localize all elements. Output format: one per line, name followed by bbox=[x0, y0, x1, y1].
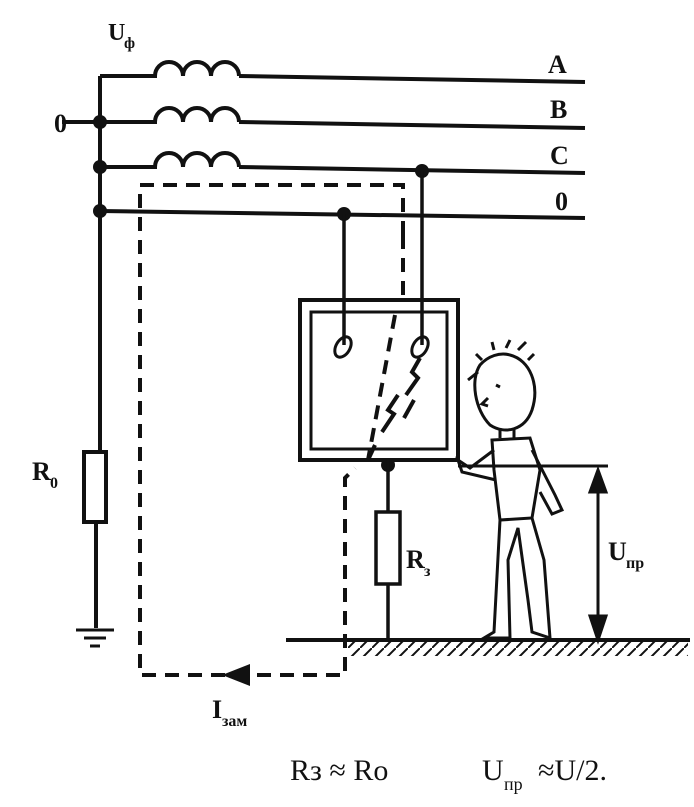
label-line-c: C bbox=[550, 141, 569, 170]
person-hair bbox=[467, 339, 536, 382]
label-neutral-left: 0 bbox=[54, 109, 67, 138]
protective-earth bbox=[374, 460, 402, 640]
terminals bbox=[333, 335, 430, 359]
line-c bbox=[238, 165, 586, 175]
line-b bbox=[238, 120, 586, 130]
label-phase-voltage: U bbox=[108, 20, 125, 46]
winding-b bbox=[100, 106, 241, 124]
person-arm-right bbox=[530, 449, 565, 516]
formula-part2-tail: ≈U/2. bbox=[538, 754, 607, 787]
resistor-r0 bbox=[82, 450, 108, 524]
label-r-ground-sub: з bbox=[424, 563, 431, 580]
person-legs bbox=[478, 517, 552, 641]
label-phase-voltage-sub: ф bbox=[124, 35, 135, 52]
formula-part2-main: U bbox=[482, 754, 504, 787]
diagram-labels: U ф 0 A B C 0 R 0 R з U пр I зам bbox=[32, 20, 644, 730]
formula: Rз ≈ Ro U пр ≈U/2. bbox=[290, 754, 607, 794]
fault-current-path bbox=[138, 183, 405, 677]
touch-voltage-indicator bbox=[458, 464, 609, 645]
supply-lines bbox=[99, 74, 586, 220]
label-fault-current: I bbox=[212, 695, 222, 724]
person-arm-left bbox=[455, 448, 497, 482]
resistor-rz bbox=[374, 510, 402, 586]
label-r-zero: R bbox=[32, 457, 51, 486]
transformer-windings bbox=[100, 60, 241, 169]
label-line-a: A bbox=[548, 50, 567, 79]
winding-c bbox=[100, 151, 241, 169]
formula-part2-sub: пр bbox=[504, 774, 523, 794]
person-figure bbox=[455, 339, 565, 641]
label-r-ground: R bbox=[406, 545, 425, 574]
label-line-zero: 0 bbox=[555, 187, 568, 216]
formula-part1: Rз ≈ Ro bbox=[290, 754, 388, 787]
equipment-enclosure bbox=[298, 298, 460, 462]
neutral-bus bbox=[62, 76, 108, 628]
label-r-zero-sub: 0 bbox=[50, 475, 58, 492]
ground-symbol bbox=[76, 628, 114, 648]
ground-surface bbox=[286, 638, 690, 656]
person-neck bbox=[498, 428, 516, 438]
equipment-feeds bbox=[342, 171, 424, 345]
person-head bbox=[473, 352, 537, 432]
label-fault-current-sub: зам bbox=[222, 713, 247, 730]
fault-current-arrow bbox=[222, 664, 250, 686]
line-a bbox=[238, 74, 586, 84]
label-touch-voltage-sub: пр bbox=[626, 555, 644, 572]
label-line-b: B bbox=[550, 95, 567, 124]
person-face bbox=[479, 383, 501, 408]
label-touch-voltage: U bbox=[608, 537, 627, 566]
winding-a bbox=[100, 60, 241, 78]
